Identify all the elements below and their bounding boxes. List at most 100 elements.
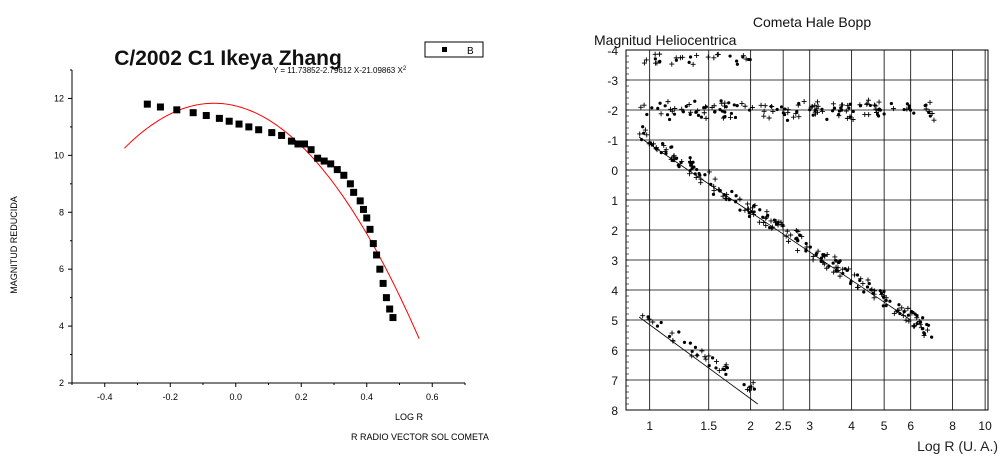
right-y-tick-label: -3: [607, 74, 618, 88]
right-data-point: [698, 180, 704, 186]
left-data-point: [307, 146, 315, 154]
right-data-point: [742, 103, 748, 109]
right-x-tick-label: 1: [646, 419, 653, 433]
right-x-tick-label: 6: [907, 419, 914, 433]
right-data-point: [652, 51, 658, 57]
right-data-point: [669, 145, 673, 149]
right-data-point: [732, 103, 736, 107]
right-data-point: [810, 257, 816, 263]
right-data-point: [747, 214, 752, 219]
left-data-point: [359, 205, 367, 213]
right-data-point: [750, 205, 756, 211]
right-data-point: [688, 55, 693, 59]
right-data-point: [850, 116, 856, 122]
left-data-point: [366, 225, 374, 233]
right-data-point: [906, 318, 912, 324]
right-data-point: [752, 210, 756, 214]
left-data-point: [268, 129, 276, 137]
right-data-point: [743, 56, 749, 62]
right-data-point: [638, 104, 644, 110]
right-data-point: [698, 173, 702, 177]
left-data-point: [156, 103, 164, 111]
right-data-point: [926, 323, 931, 327]
right-data-point: [848, 102, 852, 106]
right-data-point: [653, 57, 657, 61]
right-data-point: [693, 175, 699, 181]
right-data-point: [730, 189, 734, 194]
right-data-point: [788, 232, 794, 238]
right-data-point: [751, 211, 757, 217]
right-data-point: [838, 259, 842, 263]
right-data-point: [654, 147, 660, 153]
right-data-point: [811, 113, 815, 117]
right-data-point: [694, 52, 700, 58]
right-data-point: [872, 288, 878, 294]
right-data-point: [795, 109, 799, 114]
right-data-point: [865, 285, 870, 289]
left-data-points: [143, 100, 397, 322]
right-data-point: [657, 51, 663, 57]
right-data-point: [830, 101, 836, 107]
right-data-point: [846, 266, 852, 272]
right-data-point: [741, 55, 745, 59]
right-y-tick-label: -1: [607, 134, 618, 148]
right-data-point: [873, 106, 879, 112]
right-data-point: [848, 281, 853, 286]
right-data-point: [758, 102, 764, 108]
right-data-point: [664, 151, 668, 155]
right-data-point: [907, 104, 911, 108]
right-data-point: [819, 108, 825, 114]
right-data-point: [844, 115, 850, 121]
right-data-point: [687, 60, 691, 64]
right-data-point: [667, 334, 672, 339]
left-y-tick-label: 12: [54, 93, 64, 103]
right-data-point: [669, 330, 675, 336]
right-data-point: [783, 107, 787, 111]
right-data-point: [723, 110, 727, 114]
right-y-ticks: -4 -3 -2 -1 0 1 2 3 4 5 6 7 8: [607, 44, 629, 418]
right-data-point: [723, 362, 729, 368]
right-data-point: [831, 261, 835, 265]
right-data-point: [902, 310, 906, 314]
left-data-point: [314, 154, 322, 162]
right-data-point: [711, 356, 715, 360]
right-data-point: [882, 289, 886, 294]
right-data-point: [909, 309, 913, 314]
right-data-point: [899, 305, 905, 311]
right-data-point: [693, 99, 697, 103]
right-data-point: [766, 115, 772, 121]
right-data-point: [738, 208, 742, 212]
left-data-point: [379, 279, 387, 287]
right-data-point: [889, 101, 893, 106]
right-data-point: [781, 111, 786, 115]
right-data-point: [663, 147, 669, 153]
right-y-tick-label: 2: [611, 224, 618, 238]
right-data-point: [749, 384, 755, 390]
right-data-point: [906, 313, 910, 317]
right-data-point: [815, 99, 821, 105]
right-data-point: [692, 165, 696, 169]
left-x-tick-label: -0.4: [97, 392, 113, 402]
right-data-point: [902, 107, 906, 112]
right-data-point: [696, 113, 701, 117]
right-y-tick-label: 8: [611, 404, 618, 418]
right-data-point: [897, 303, 901, 307]
right-data-point: [769, 104, 773, 109]
right-data-point: [840, 266, 846, 272]
right-x-tick-label: 2: [747, 419, 754, 433]
right-x-axis-label: Log R (U. A.): [917, 438, 998, 454]
right-data-point: [884, 298, 888, 303]
right-data-point: [737, 196, 743, 202]
right-data-point: [888, 299, 892, 303]
right-data-point: [915, 314, 919, 318]
right-data-point: [908, 108, 913, 112]
right-data-point: [869, 288, 873, 292]
right-data-point: [658, 101, 662, 105]
left-equation: Y = 11.73852-2.79612 X-21.09863 X2: [273, 66, 407, 75]
left-x-axis-label: LOG R: [395, 412, 424, 422]
right-data-point: [659, 320, 663, 325]
right-data-point: [848, 115, 852, 119]
left-data-point: [278, 131, 286, 139]
right-data-point: [641, 125, 645, 129]
right-data-point: [832, 106, 837, 110]
